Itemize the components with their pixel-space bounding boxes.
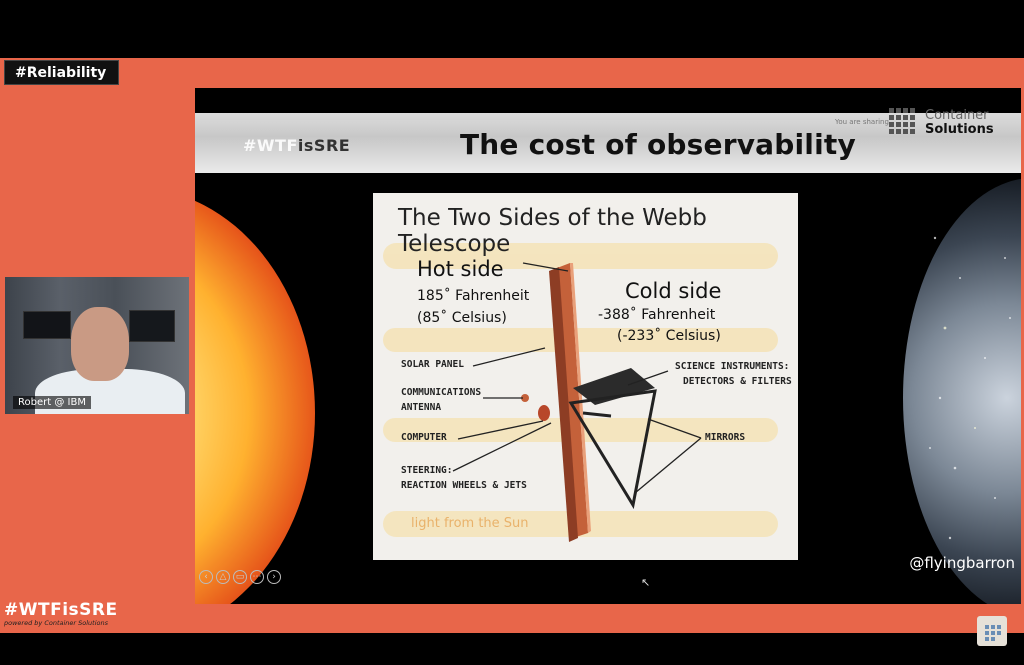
presenter-handle: @flyingbarron bbox=[909, 554, 1015, 572]
diagram-title: The Two Sides of the Webb Telescope bbox=[398, 205, 707, 257]
corner-logo-icon bbox=[977, 616, 1007, 646]
wall-poster bbox=[129, 310, 175, 342]
brand-logo: #WTFisSRE bbox=[4, 600, 118, 620]
slide-title: The cost of observability bbox=[460, 128, 856, 161]
sharing-note: You are sharing bbox=[835, 118, 889, 126]
webb-diagram: The Two Sides of the Webb Telescope Hot … bbox=[373, 193, 798, 560]
brand-tagline: powered by Container Solutions bbox=[4, 619, 109, 627]
logo-part-2: isSRE bbox=[297, 136, 351, 155]
label-detectors: DETECTORS & FILTERS bbox=[683, 376, 792, 387]
next-slide-icon[interactable]: › bbox=[267, 570, 281, 584]
mouse-cursor-icon: ↖ bbox=[641, 576, 651, 589]
logo-part-1: #WTF bbox=[243, 136, 298, 155]
cold-side-celsius: (-233˚ Celsius) bbox=[617, 328, 721, 344]
logo-grid-icon bbox=[889, 108, 915, 134]
company-name-2: Solutions bbox=[925, 122, 994, 137]
sun-image bbox=[195, 188, 315, 604]
speaker-camera: Robert @ IBM bbox=[5, 277, 189, 414]
cold-side-fahrenheit: -388˚ Fahrenheit bbox=[598, 307, 716, 323]
slide-header bbox=[195, 113, 1021, 173]
top-bar bbox=[0, 0, 1024, 58]
slide-controls: ‹ △ ▭ ⋯ › bbox=[199, 564, 284, 584]
more-icon[interactable]: ⋯ bbox=[250, 570, 264, 584]
speaker-face bbox=[71, 307, 129, 381]
label-computer: COMPUTER bbox=[401, 432, 447, 443]
label-communications: COMMUNICATIONS bbox=[401, 387, 482, 398]
label-solar-panel: SOLAR PANEL bbox=[401, 359, 464, 370]
hot-side-celsius: (85˚ Celsius) bbox=[417, 310, 507, 326]
company-name-1: Container bbox=[925, 108, 989, 123]
label-mirrors: MIRRORS bbox=[705, 432, 746, 443]
speaker-name-label: Robert @ IBM bbox=[13, 396, 91, 409]
shared-slide: #WTFisSRE The cost of observability You … bbox=[195, 88, 1021, 604]
telescope-illustration bbox=[383, 243, 778, 542]
wtf-logo: #WTFisSRE bbox=[243, 136, 350, 155]
captions-icon[interactable]: ▭ bbox=[233, 570, 247, 584]
label-science-instruments: SCIENCE INSTRUMENTS: bbox=[675, 361, 790, 372]
label-steering: STEERING: bbox=[401, 465, 453, 476]
label-antenna: ANTENNA bbox=[401, 402, 442, 413]
event-tag: #Reliability bbox=[4, 60, 120, 85]
container-solutions-logo: Container Solutions bbox=[889, 106, 1009, 146]
label-sunlight: light from the Sun bbox=[411, 516, 529, 531]
hot-side-fahrenheit: 185˚ Fahrenheit bbox=[417, 288, 530, 304]
hot-side-heading: Hot side bbox=[417, 257, 504, 281]
previous-slide-icon[interactable]: ‹ bbox=[199, 570, 213, 584]
wall-poster bbox=[23, 311, 71, 339]
pointer-icon[interactable]: △ bbox=[216, 570, 230, 584]
star-dots bbox=[929, 236, 1011, 540]
cold-side-heading: Cold side bbox=[625, 279, 722, 303]
label-reaction-wheels: REACTION WHEELS & JETS bbox=[401, 480, 527, 491]
bottom-bar bbox=[0, 633, 1024, 665]
